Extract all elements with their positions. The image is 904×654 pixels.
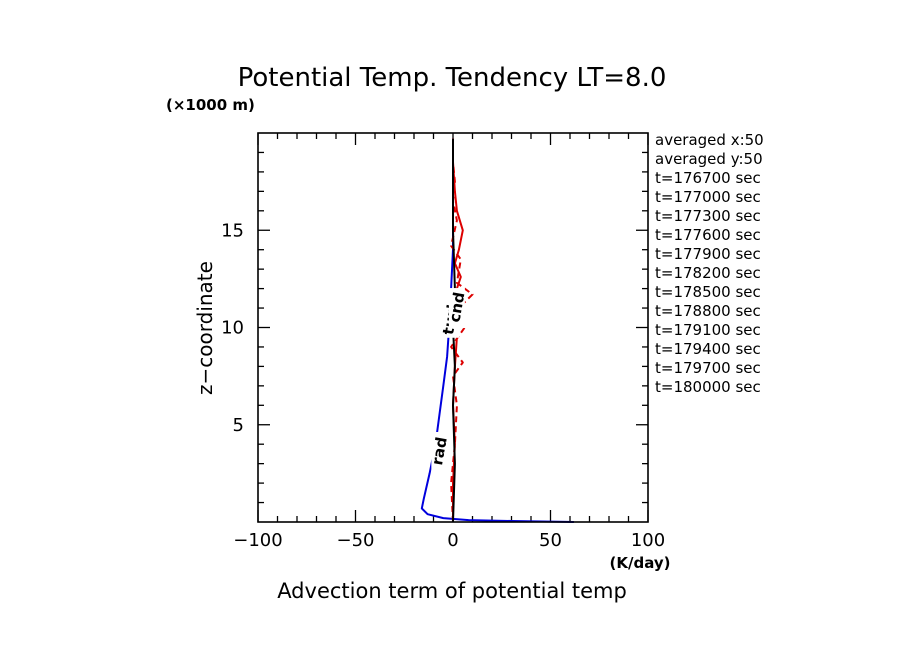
- x-tick-label: 50: [539, 530, 562, 551]
- x-axis-unit: (K/day): [610, 554, 671, 572]
- legend-line: averaged y:50: [655, 150, 763, 168]
- series-group: [420, 138, 574, 523]
- series-line-curve-3: [452, 138, 456, 523]
- y-axis-label: z−coordinate: [193, 261, 217, 395]
- plot-frame: [257, 132, 649, 523]
- legend-line: t=179700 sec: [655, 359, 761, 377]
- y-axis-unit: (×1000 m): [166, 96, 255, 114]
- legend-line: t=179400 sec: [655, 340, 761, 358]
- legend-line: t=177300 sec: [655, 207, 761, 225]
- x-tick-label: 100: [631, 530, 665, 551]
- legend-line: t=177600 sec: [655, 226, 761, 244]
- legend-line: averaged x:50: [655, 131, 764, 149]
- legend-line: t=177900 sec: [655, 245, 761, 263]
- x-tick-label: 0: [447, 530, 458, 551]
- axis-ticks: −100 −50 0 50 100 5 10 15: [221, 133, 665, 551]
- x-tick-label: −50: [337, 530, 375, 551]
- annotation-label-0: rad: [428, 436, 451, 467]
- y-tick-label: 15: [221, 220, 244, 241]
- annotation-bg: [448, 288, 465, 329]
- legend-line: t=178500 sec: [655, 283, 761, 301]
- legend-line: t=178200 sec: [655, 264, 761, 282]
- legend-line: t=178800 sec: [655, 302, 761, 320]
- x-tick-label: −100: [233, 530, 282, 551]
- annotation-bg: [431, 431, 448, 472]
- chart-title: Potential Temp. Tendency LT=8.0: [238, 63, 667, 93]
- legend-line: t=180000 sec: [655, 378, 761, 396]
- x-axis-label: Advection term of potential temp: [277, 579, 627, 603]
- legend-line: t=177000 sec: [655, 188, 761, 206]
- annotations: radturbcnd: [428, 288, 468, 472]
- annotation-label-2: cnd: [445, 291, 468, 324]
- y-tick-label: 5: [233, 415, 244, 436]
- legend-line: t=179100 sec: [655, 321, 761, 339]
- y-tick-label: 10: [221, 318, 244, 339]
- legend-line: t=176700 sec: [655, 169, 761, 187]
